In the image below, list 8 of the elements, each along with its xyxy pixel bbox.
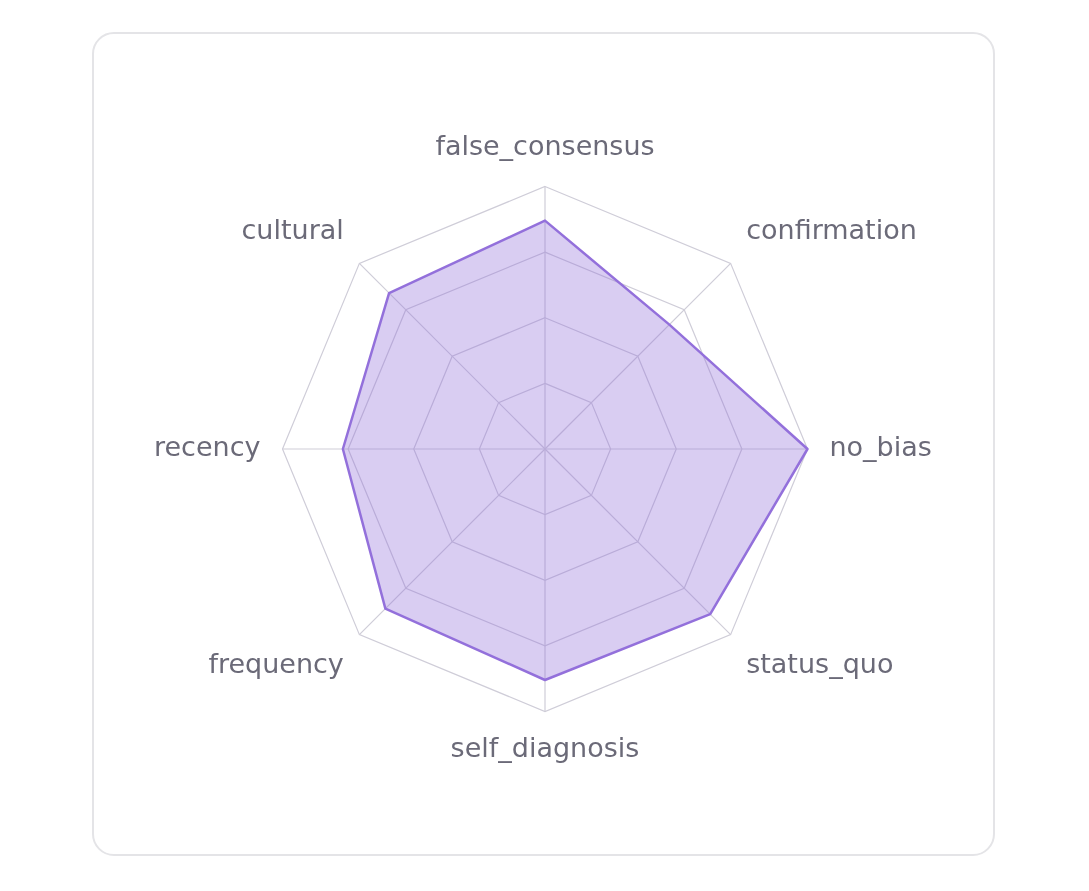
spoke-label: cultural — [241, 213, 344, 245]
spoke-label: no_bias — [829, 431, 932, 463]
spoke-label: self_diagnosis — [450, 731, 640, 763]
spoke-label: confirmation — [746, 213, 917, 245]
spoke-label: false_consensus — [435, 130, 655, 162]
spoke-label: frequency — [208, 648, 344, 680]
spoke-label: recency — [153, 431, 261, 463]
spoke-label: status_quo — [746, 648, 894, 680]
